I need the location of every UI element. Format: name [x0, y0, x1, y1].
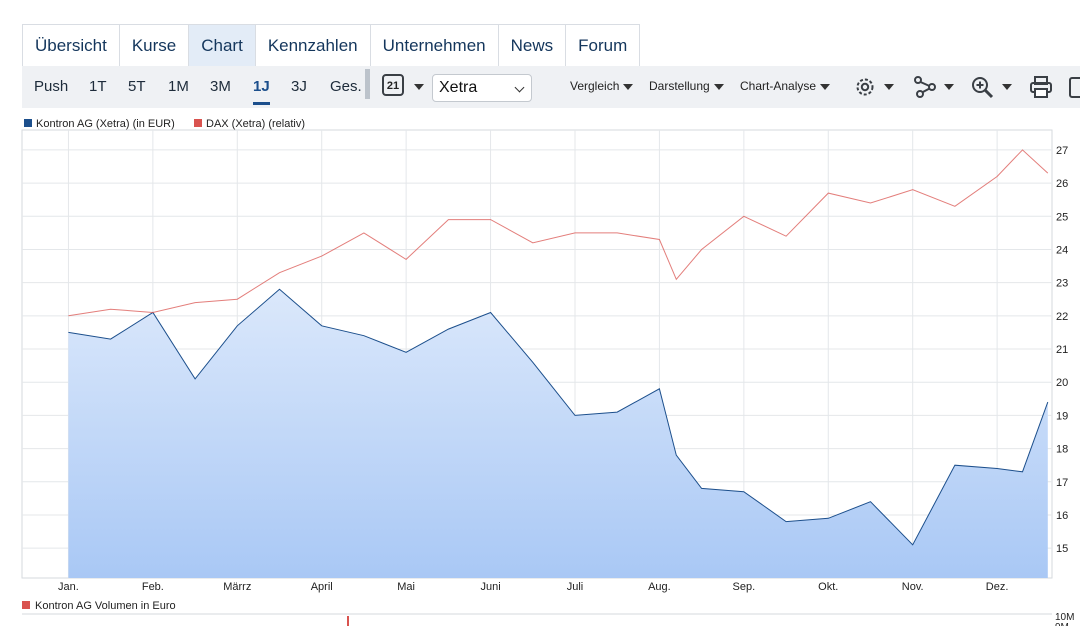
- legend-swatch: [194, 119, 202, 127]
- settings-caret-icon[interactable]: [884, 84, 894, 90]
- share-caret-icon[interactable]: [944, 84, 954, 90]
- x-tick-label: Dez.: [986, 581, 1009, 593]
- darstellung-label: Darstellung: [649, 79, 710, 93]
- tab-uebersicht[interactable]: Übersicht: [23, 25, 120, 67]
- y-tick-label: 25: [1056, 211, 1068, 223]
- x-tick-label: Nov.: [902, 581, 924, 593]
- vergleich-label: Vergleich: [570, 79, 620, 93]
- chart-toolbar: Push 1T 5T 1M 3M 1J 3J Ges. 21 Xetra Ver…: [22, 66, 1080, 108]
- kontron-area: [68, 289, 1048, 578]
- nav-tabs: Übersicht Kurse Chart Kennzahlen Unterne…: [22, 24, 641, 67]
- y-tick-label: 17: [1056, 477, 1068, 489]
- volume-tick-9m: 9M: [1055, 622, 1069, 626]
- chart-analyse-label: Chart-Analyse: [740, 79, 817, 93]
- plot-area: [21, 129, 1053, 579]
- vergleich-menu[interactable]: Vergleich: [570, 66, 634, 106]
- darstellung-menu[interactable]: Darstellung: [649, 66, 724, 106]
- y-tick-label: 15: [1056, 543, 1068, 555]
- legend-swatch: [24, 119, 32, 127]
- x-tick-label: Juli: [567, 581, 584, 593]
- y-tick-label: 22: [1056, 311, 1068, 323]
- y-tick-label: 19: [1056, 410, 1068, 422]
- tab-forum[interactable]: Forum: [578, 36, 628, 55]
- toolbar-divider: [365, 69, 370, 99]
- y-tick-label: 26: [1056, 178, 1068, 190]
- x-tick-label: Sep.: [733, 581, 756, 593]
- zoom-caret-icon[interactable]: [1002, 84, 1012, 90]
- tab-kurse[interactable]: Kurse: [120, 25, 190, 67]
- chevron-down-icon: [514, 82, 525, 93]
- tab-kennzahlen[interactable]: Kennzahlen: [256, 25, 371, 67]
- tab-chart[interactable]: Chart: [189, 25, 256, 67]
- x-tick-label: Mai: [397, 581, 415, 593]
- period-3m-button[interactable]: 3M: [210, 78, 231, 95]
- volume-tick-10m: 10M: [1055, 612, 1074, 623]
- gear-icon[interactable]: [853, 75, 877, 104]
- tab-unternehmen[interactable]: Unternehmen: [371, 25, 499, 67]
- calendar-caret-icon[interactable]: [414, 84, 424, 90]
- y-tick-label: 20: [1056, 377, 1068, 389]
- y-tick-label: 16: [1056, 510, 1068, 522]
- period-3j-button[interactable]: 3J: [291, 78, 307, 95]
- y-tick-label: 18: [1056, 444, 1068, 456]
- caret-down-icon: [623, 83, 634, 90]
- clipboard-icon[interactable]: [1068, 75, 1080, 104]
- zoom-in-icon[interactable]: [970, 75, 994, 104]
- y-tick-label: 27: [1056, 145, 1068, 157]
- y-tick-label: 23: [1056, 278, 1068, 290]
- period-1t-button[interactable]: 1T: [89, 78, 107, 95]
- tab-news[interactable]: News: [499, 25, 567, 67]
- y-tick-label: 24: [1056, 244, 1068, 256]
- period-1m-button[interactable]: 1M: [168, 78, 189, 95]
- exchange-select[interactable]: Xetra: [432, 74, 532, 102]
- x-tick-label: Okt.: [818, 581, 838, 593]
- period-1j-button[interactable]: 1J: [253, 66, 270, 108]
- x-tick-label: Juni: [480, 581, 500, 593]
- volume-label: Kontron AG Volumen in Euro: [35, 600, 176, 612]
- x-tick-label: Aug.: [648, 581, 671, 593]
- y-tick-label: 21: [1056, 344, 1068, 356]
- period-5t-button[interactable]: 5T: [128, 78, 146, 95]
- x-tick-label: Märrz: [223, 581, 251, 593]
- legend-item-dax: DAX (Xetra) (relativ): [194, 118, 305, 130]
- kontron-line: [68, 288, 1049, 546]
- legend-item-kontron: Kontron AG (Xetra) (in EUR): [24, 118, 175, 130]
- calendar-icon[interactable]: 21: [382, 74, 404, 96]
- print-icon[interactable]: [1029, 75, 1053, 104]
- legend-label: Kontron AG (Xetra) (in EUR): [36, 118, 175, 130]
- dax-line: [68, 149, 1049, 317]
- legend-label: DAX (Xetra) (relativ): [206, 118, 306, 130]
- period-ges-button[interactable]: Ges.: [330, 78, 362, 95]
- chart-analyse-menu[interactable]: Chart-Analyse: [740, 66, 831, 106]
- x-tick-label: Feb.: [142, 581, 164, 593]
- volume-legend-swatch: [22, 601, 30, 609]
- share-icon[interactable]: [913, 75, 937, 104]
- x-tick-label: April: [311, 581, 333, 593]
- exchange-value: Xetra: [439, 79, 478, 96]
- period-push-button[interactable]: Push: [34, 78, 69, 95]
- x-tick-label: Jan.: [58, 581, 79, 593]
- caret-down-icon: [713, 83, 724, 90]
- caret-down-icon: [820, 83, 831, 90]
